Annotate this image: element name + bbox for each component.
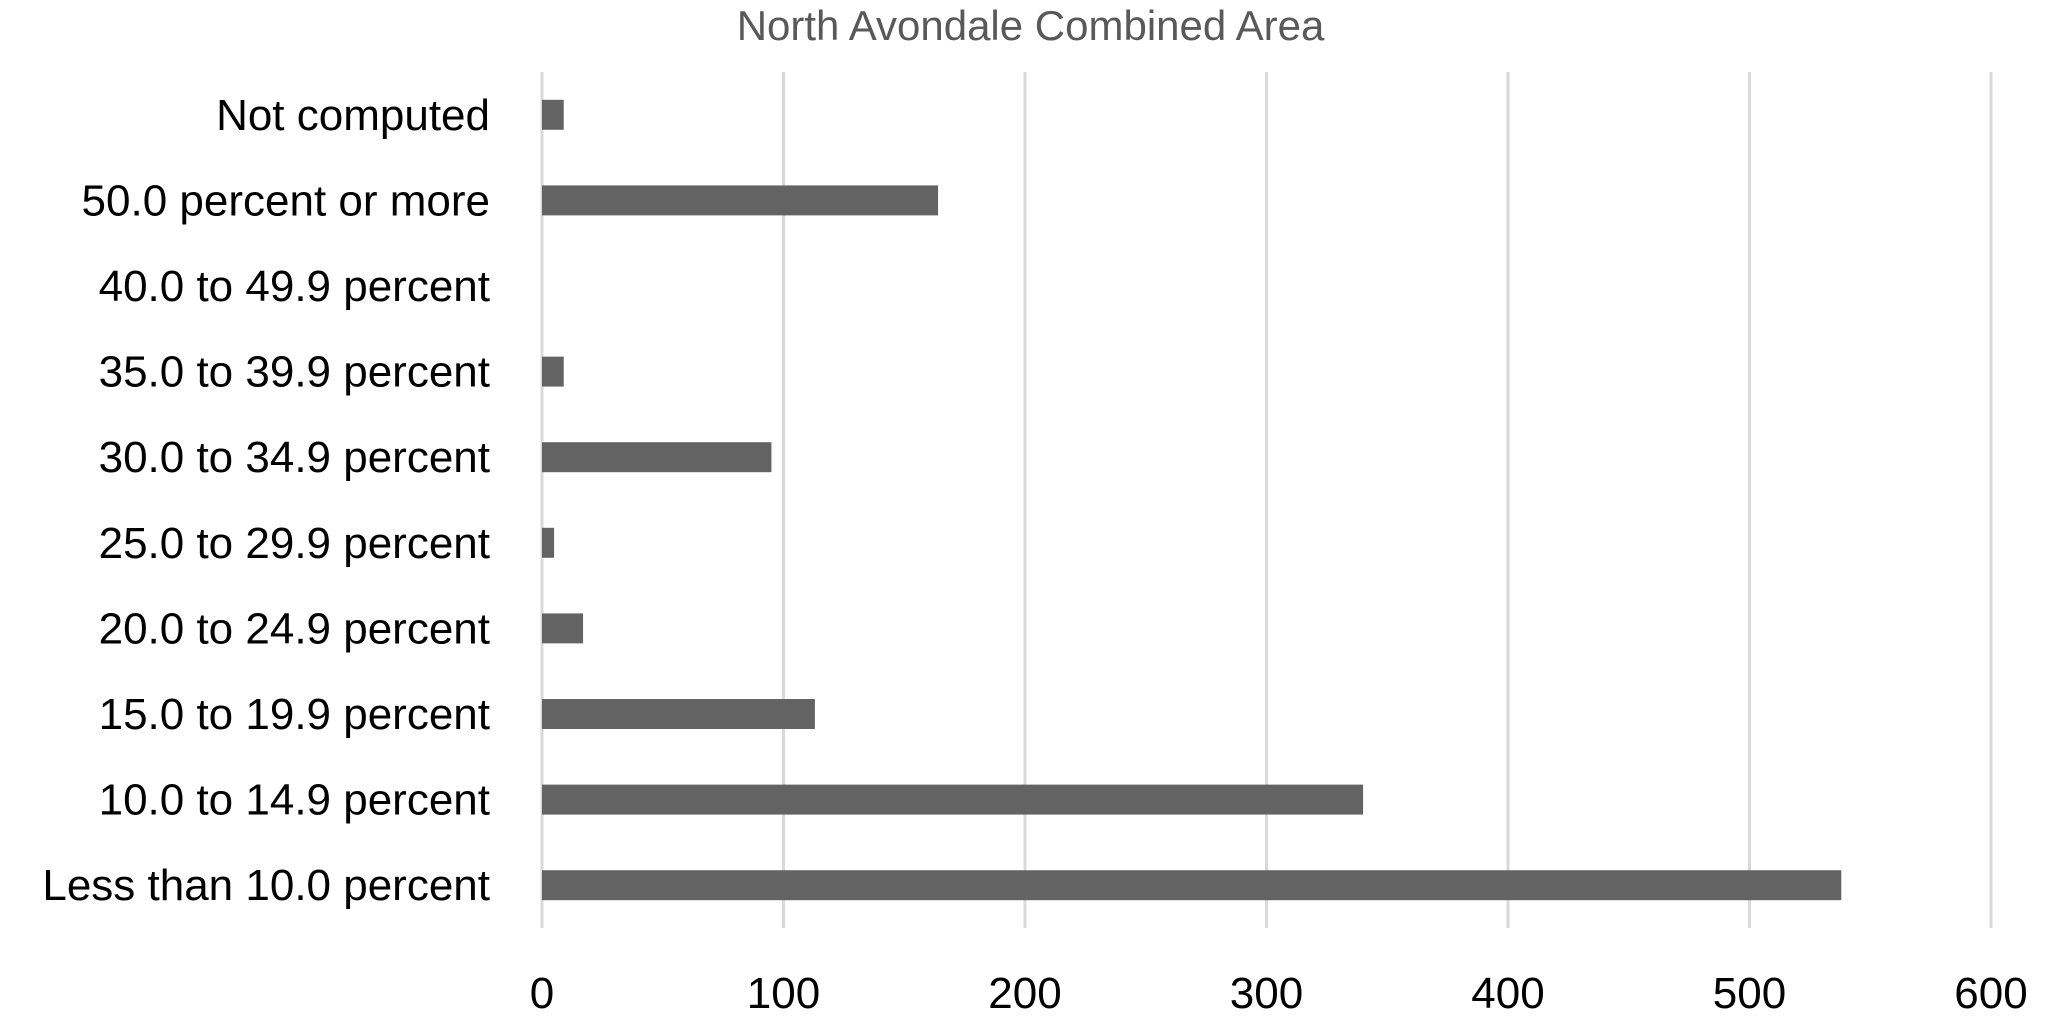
x-tick-label: 0: [530, 969, 554, 1017]
bar: [542, 442, 772, 473]
x-tick-label: 200: [988, 969, 1061, 1017]
category-label: 40.0 to 49.9 percent: [99, 262, 490, 311]
category-label: Less than 10.0 percent: [42, 861, 490, 910]
x-tick-label: 300: [1230, 969, 1303, 1017]
chart-title: North Avondale Combined Area: [736, 2, 1325, 49]
bars: [542, 99, 1842, 901]
x-tick-label: 500: [1713, 969, 1786, 1017]
bar: [542, 613, 584, 644]
x-tick-label: 100: [747, 969, 820, 1017]
bar: [542, 527, 555, 558]
bar: [542, 185, 939, 216]
bar: [542, 784, 1364, 815]
bar: [542, 699, 815, 729]
x-tick-labels: 0 100 200 300 400 500 600: [530, 969, 2028, 1017]
category-label: 15.0 to 19.9 percent: [99, 690, 490, 739]
category-label: 50.0 percent or more: [82, 176, 490, 225]
category-label: Not computed: [216, 91, 490, 140]
bar: [542, 356, 564, 387]
x-tick-label: 600: [1954, 969, 2027, 1017]
x-tick-label: 400: [1471, 969, 1544, 1017]
bar: [542, 870, 1842, 901]
category-labels: Not computed 50.0 percent or more 40.0 to …: [42, 91, 490, 910]
category-label: 10.0 to 14.9 percent: [99, 776, 490, 825]
bar: [542, 99, 564, 130]
category-label: 30.0 to 34.9 percent: [99, 433, 490, 482]
category-label: 35.0 to 39.9 percent: [99, 348, 490, 397]
category-label: 25.0 to 29.9 percent: [99, 519, 490, 568]
category-label: 20.0 to 24.9 percent: [99, 604, 490, 653]
